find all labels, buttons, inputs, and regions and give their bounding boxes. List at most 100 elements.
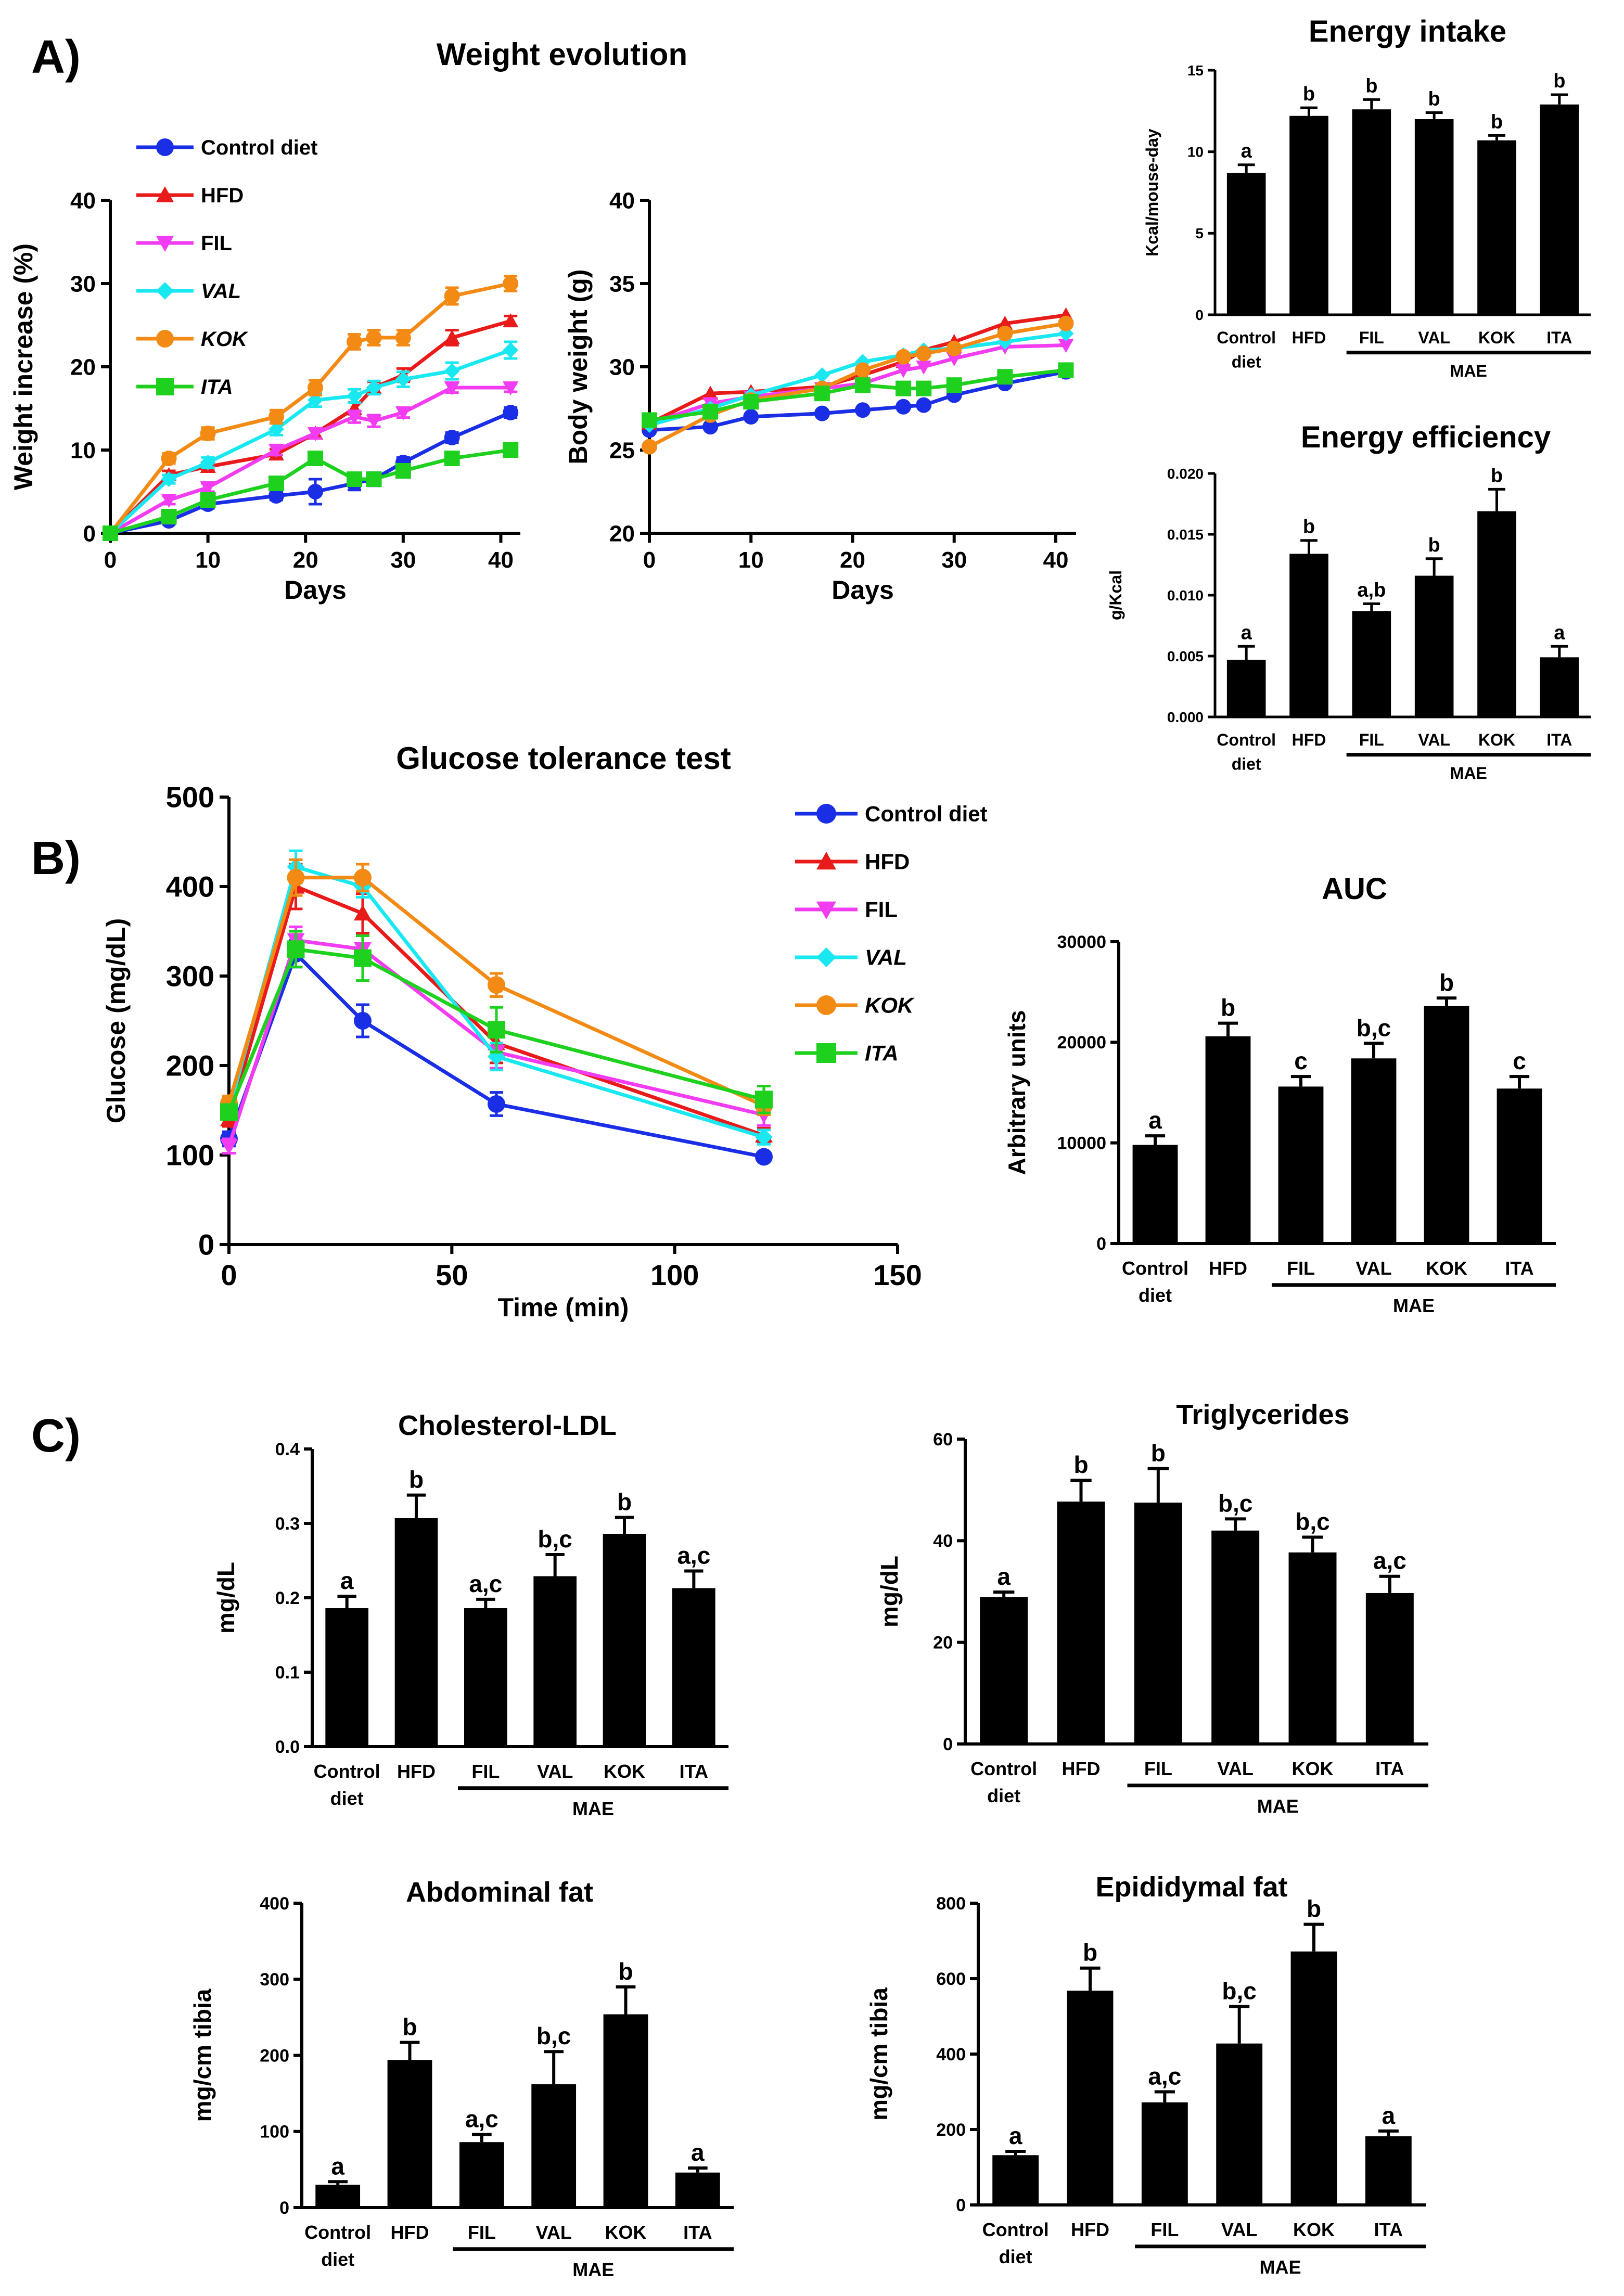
y-axis-label: Glucose (mg/dL) [101, 918, 131, 1123]
data-point [946, 377, 962, 393]
data-point [347, 471, 363, 487]
significance-letter: b [1491, 111, 1503, 133]
data-point [308, 484, 323, 499]
category-label: FIL [1150, 2219, 1179, 2240]
bar-fil [1134, 1503, 1182, 1744]
significance-letter: c [1294, 1047, 1308, 1074]
y-tick-label: 0.000 [1167, 709, 1204, 725]
series-line [649, 368, 1066, 422]
legend-marker [156, 378, 174, 395]
bar-control-diet [325, 1608, 368, 1747]
bar-ita [675, 2172, 720, 2208]
significance-letter: a,c [469, 1570, 502, 1597]
x-axis-label: Days [832, 575, 894, 605]
y-tick-label: 10000 [1057, 1134, 1106, 1153]
category-label: FIL [1359, 730, 1384, 749]
y-tick-label: 40 [70, 188, 96, 213]
legend-label: ITA [201, 376, 233, 399]
data-point [855, 402, 871, 418]
significance-letter: a [1241, 140, 1252, 162]
panel-label-b: B) [31, 832, 81, 884]
significance-letter: a,c [465, 2106, 498, 2133]
category-label: diet [1139, 1285, 1172, 1306]
category-label: VAL [1356, 1258, 1391, 1279]
bar-chart-abdominal_fat: 0 100 200 300 400 a Control diet b HFD a,c FIL b,c VA… [189, 1877, 734, 2280]
category-label: KOK [1478, 328, 1515, 347]
legend-label: Control diet [865, 802, 988, 826]
y-tick-label: 100 [260, 2122, 289, 2142]
data-point [366, 471, 382, 487]
y-axis-label: Arbitrary units [1003, 1010, 1030, 1175]
bar-val [1211, 1530, 1260, 1744]
x-tick-label: 20 [293, 547, 318, 573]
data-point [268, 444, 284, 458]
y-tick-label: 20 [70, 354, 96, 380]
x-axis-label: Time (min) [498, 1293, 629, 1322]
bar-chart-ldl: 0.0 0.1 0.2 0.3 0.4 a Control diet b HFD a,c FIL b,c… [212, 1410, 728, 1819]
data-point [702, 419, 719, 435]
y-tick-label: 60 [933, 1430, 953, 1450]
significance-letter: a [1148, 1107, 1162, 1134]
bar-hfd [1289, 116, 1328, 315]
category-label: ITA [680, 1761, 708, 1782]
category-label: diet [999, 2246, 1032, 2267]
category-label: VAL [1218, 1758, 1254, 1779]
legend-label: Control diet [201, 136, 317, 159]
data-point [366, 415, 382, 429]
category-label: Control [1217, 328, 1276, 347]
data-point [354, 868, 372, 887]
bar-hfd [1067, 1991, 1114, 2205]
y-tick-label: 0.4 [275, 1440, 300, 1459]
x-tick-label: 10 [738, 547, 764, 573]
significance-letter: b,c [1295, 1508, 1329, 1535]
category-label: FIL [471, 1761, 500, 1782]
data-point [161, 471, 177, 487]
y-tick-label: 0 [943, 1735, 953, 1754]
significance-letter: a,c [1373, 1547, 1406, 1574]
category-label: diet [987, 1785, 1020, 1806]
bar-hfd [387, 2060, 432, 2208]
x-tick-label: 20 [840, 547, 865, 573]
data-point [814, 386, 830, 402]
series-ita [103, 442, 519, 541]
bar-val [1216, 2043, 1263, 2205]
significance-letter: b [1151, 1440, 1166, 1467]
data-point [308, 380, 323, 395]
mae-label: MAE [572, 1798, 614, 1819]
data-point [395, 406, 411, 420]
data-point [347, 411, 363, 425]
significance-letter: a,c [1148, 2063, 1181, 2090]
bar-kok [1290, 1951, 1337, 2205]
legend-label: KOK [865, 993, 915, 1018]
data-point [1058, 339, 1074, 353]
bar-hfd [1289, 554, 1328, 717]
category-label: KOK [1292, 1758, 1334, 1779]
data-point [444, 381, 460, 395]
x-tick-label: 0 [643, 547, 656, 573]
category-label: diet [1232, 352, 1261, 371]
bar-fil [1352, 109, 1391, 315]
category-label: FIL [1287, 1258, 1315, 1279]
y-axis-label: Body weight (g) [564, 270, 593, 465]
x-tick-label: 40 [1043, 547, 1068, 573]
bar-fil [464, 1608, 507, 1747]
data-point [161, 451, 177, 466]
y-tick-label: 0 [1195, 307, 1204, 323]
panel-label-c: C) [31, 1410, 81, 1462]
data-point [997, 326, 1013, 341]
data-point [503, 381, 519, 395]
category-label: KOK [1426, 1258, 1467, 1279]
legend-marker [816, 852, 836, 870]
significance-letter: a [691, 2139, 705, 2166]
category-label: KOK [604, 1761, 645, 1782]
mae-label: MAE [1450, 764, 1487, 783]
y-tick-label: 0 [279, 2198, 289, 2218]
bar-chart-epididymal_fat: 0 200 400 600 800 a Control diet b HFD a,c FIL b,c VA… [865, 1871, 1426, 2278]
bar-kok [1424, 1006, 1469, 1243]
series-kok [220, 858, 773, 1117]
category-label: diet [321, 2249, 354, 2270]
y-tick-label: 20000 [1057, 1033, 1106, 1053]
significance-letter: a [1382, 2102, 1396, 2129]
bar-ita [1540, 657, 1579, 717]
